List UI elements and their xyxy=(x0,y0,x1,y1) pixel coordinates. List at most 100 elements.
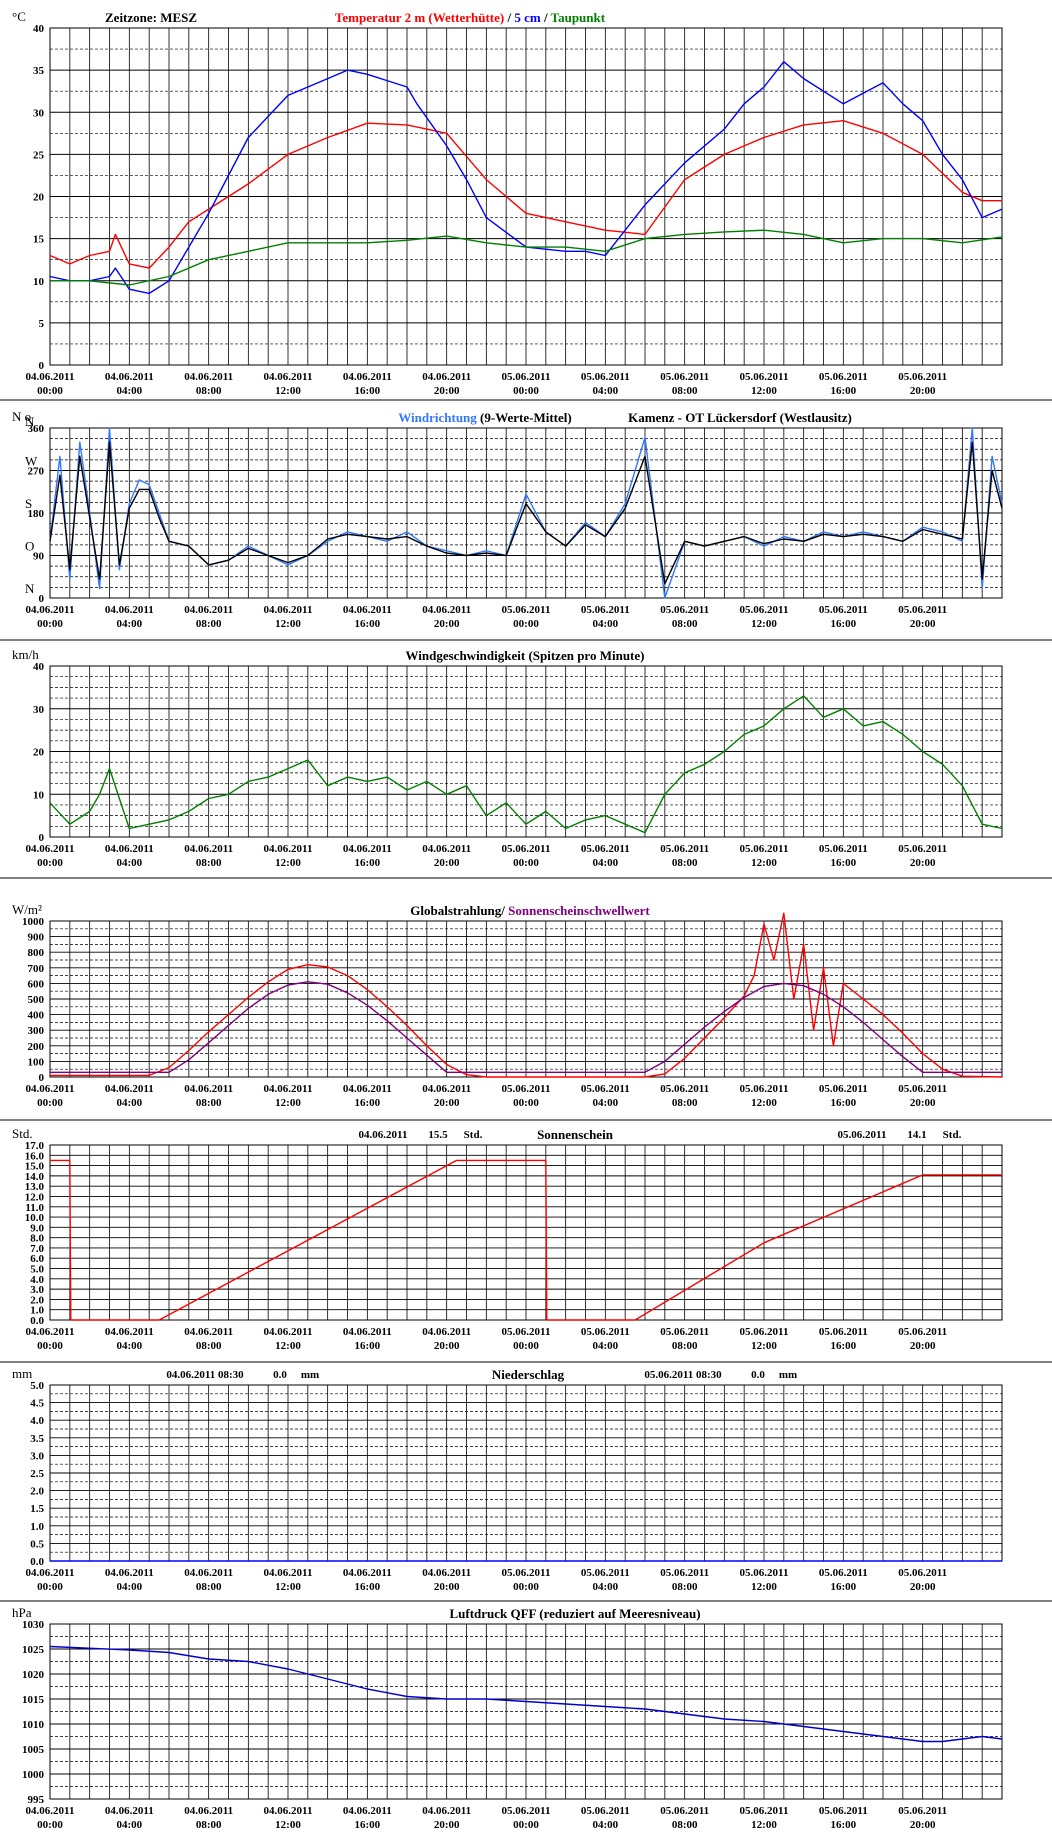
chart-subtitle: Zeitzone: MESZ xyxy=(105,10,197,25)
y-tick-label: 1020 xyxy=(22,1669,45,1681)
x-tick-date: 05.06.2011 xyxy=(581,1805,630,1817)
x-tick-date: 04.06.2011 xyxy=(343,1326,392,1338)
series-line-0 xyxy=(49,1645,1003,1743)
y-tick-label: 20 xyxy=(33,747,45,759)
x-tick-date: 05.06.2011 xyxy=(502,1326,551,1338)
x-tick-date: 04.06.2011 xyxy=(184,1083,233,1095)
y-tick-label: 0.0 xyxy=(30,1315,44,1327)
y-tick-label: 13.0 xyxy=(25,1181,45,1193)
x-tick-date: 05.06.2011 xyxy=(898,1805,947,1817)
x-tick-time: 00:00 xyxy=(513,385,539,397)
x-tick-date: 04.06.2011 xyxy=(184,843,233,855)
x-tick-time: 08:00 xyxy=(672,1581,698,1593)
x-tick-date: 05.06.2011 xyxy=(581,1083,630,1095)
x-tick-time: 20:00 xyxy=(434,618,460,630)
y-tick-label: 5.0 xyxy=(30,1264,44,1276)
x-tick-date: 05.06.2011 xyxy=(660,1805,709,1817)
x-tick-time: 04:00 xyxy=(116,1097,142,1109)
x-tick-time: 12:00 xyxy=(751,618,777,630)
series-line-0 xyxy=(50,912,1003,1078)
title-part: Luftdruck QFF (reduziert auf Meeresnivea… xyxy=(449,1606,700,1621)
title-part: Sonnenschein xyxy=(537,1127,614,1142)
chart-title: Windrichtung (9-Werte-Mittel) xyxy=(398,410,571,425)
compass-label: O xyxy=(25,539,34,554)
x-tick-time: 12:00 xyxy=(751,385,777,397)
y-tick-label: 15.0 xyxy=(25,1161,45,1173)
x-tick-time: 20:00 xyxy=(910,1340,936,1352)
x-tick-date: 04.06.2011 xyxy=(26,843,75,855)
series-line-0 xyxy=(50,1159,1002,1321)
x-tick-time: 08:00 xyxy=(672,1340,698,1352)
x-tick-time: 08:00 xyxy=(672,385,698,397)
compass-label: W xyxy=(25,454,38,469)
x-tick-date: 04.06.2011 xyxy=(422,371,471,383)
y-tick-label: 1.0 xyxy=(30,1521,44,1533)
annotation-date: 04.06.2011 08:30 xyxy=(166,1369,244,1381)
x-tick-date: 04.06.2011 xyxy=(343,843,392,855)
y-tick-label: 5 xyxy=(39,318,45,330)
annotation-value: 0.0 xyxy=(751,1369,765,1381)
x-tick-time: 08:00 xyxy=(196,618,222,630)
y-tick-label: 3.5 xyxy=(30,1433,44,1445)
x-tick-date: 04.06.2011 xyxy=(184,1326,233,1338)
x-tick-time: 04:00 xyxy=(116,857,142,869)
x-tick-date: 04.06.2011 xyxy=(264,1083,313,1095)
x-tick-date: 04.06.2011 xyxy=(184,1805,233,1817)
y-tick-label: 6.0 xyxy=(30,1253,44,1265)
x-tick-time: 00:00 xyxy=(513,618,539,630)
y-tick-label: 4.0 xyxy=(30,1415,44,1427)
title-part: 5 cm xyxy=(514,10,541,25)
y-tick-label: 35 xyxy=(33,65,45,77)
x-tick-date: 04.06.2011 xyxy=(422,843,471,855)
x-tick-time: 08:00 xyxy=(196,1340,222,1352)
x-tick-time: 00:00 xyxy=(513,1819,539,1831)
y-tick-label: 12.0 xyxy=(25,1191,45,1203)
y-tick-label: 270 xyxy=(28,466,45,478)
annotation-unit: Std. xyxy=(943,1129,962,1141)
x-tick-date: 04.06.2011 xyxy=(422,1083,471,1095)
x-tick-date: 05.06.2011 xyxy=(898,371,947,383)
y-tick-label: 1025 xyxy=(22,1644,45,1656)
y-tick-label: 180 xyxy=(28,508,45,520)
x-tick-date: 04.06.2011 xyxy=(264,604,313,616)
axis-unit: W/m² xyxy=(12,902,42,917)
annotation-unit: Std. xyxy=(464,1129,483,1141)
axis-unit: km/h xyxy=(12,647,39,662)
series-line-1 xyxy=(50,981,1002,1074)
x-tick-time: 00:00 xyxy=(37,618,63,630)
x-tick-time: 20:00 xyxy=(910,1581,936,1593)
x-tick-time: 16:00 xyxy=(830,1340,856,1352)
x-tick-time: 16:00 xyxy=(354,385,380,397)
title-part: Taupunkt xyxy=(551,10,606,25)
chart-title: Windgeschwindigkeit (Spitzen pro Minute) xyxy=(406,648,645,663)
x-tick-time: 20:00 xyxy=(910,1097,936,1109)
x-tick-date: 04.06.2011 xyxy=(422,1567,471,1579)
y-tick-label: 40 xyxy=(33,661,45,673)
x-tick-time: 04:00 xyxy=(116,385,142,397)
y-tick-label: 3.0 xyxy=(30,1284,44,1296)
x-tick-date: 04.06.2011 xyxy=(105,1083,154,1095)
x-tick-date: 04.06.2011 xyxy=(26,1567,75,1579)
y-tick-label: 5.0 xyxy=(30,1380,44,1392)
x-tick-date: 05.06.2011 xyxy=(502,371,551,383)
x-tick-date: 05.06.2011 xyxy=(581,1326,630,1338)
title-part: / xyxy=(541,10,551,25)
x-tick-time: 16:00 xyxy=(354,1340,380,1352)
y-tick-label: 90 xyxy=(33,551,45,563)
series-line-2 xyxy=(50,229,1003,286)
x-tick-date: 05.06.2011 xyxy=(660,604,709,616)
y-tick-label: 10 xyxy=(33,789,45,801)
x-tick-time: 00:00 xyxy=(37,1581,63,1593)
x-tick-date: 04.06.2011 xyxy=(264,843,313,855)
series-line-1 xyxy=(49,441,1003,585)
x-tick-date: 05.06.2011 xyxy=(819,1567,868,1579)
y-tick-label: 700 xyxy=(28,963,45,975)
x-tick-time: 12:00 xyxy=(275,618,301,630)
x-tick-date: 04.06.2011 xyxy=(264,371,313,383)
x-tick-time: 04:00 xyxy=(592,857,618,869)
chart-subtitle: Kamenz - OT Lückersdorf (Westlausitz) xyxy=(628,410,852,425)
x-tick-time: 20:00 xyxy=(434,1097,460,1109)
y-tick-label: 2.5 xyxy=(30,1468,44,1480)
x-tick-time: 04:00 xyxy=(116,1819,142,1831)
